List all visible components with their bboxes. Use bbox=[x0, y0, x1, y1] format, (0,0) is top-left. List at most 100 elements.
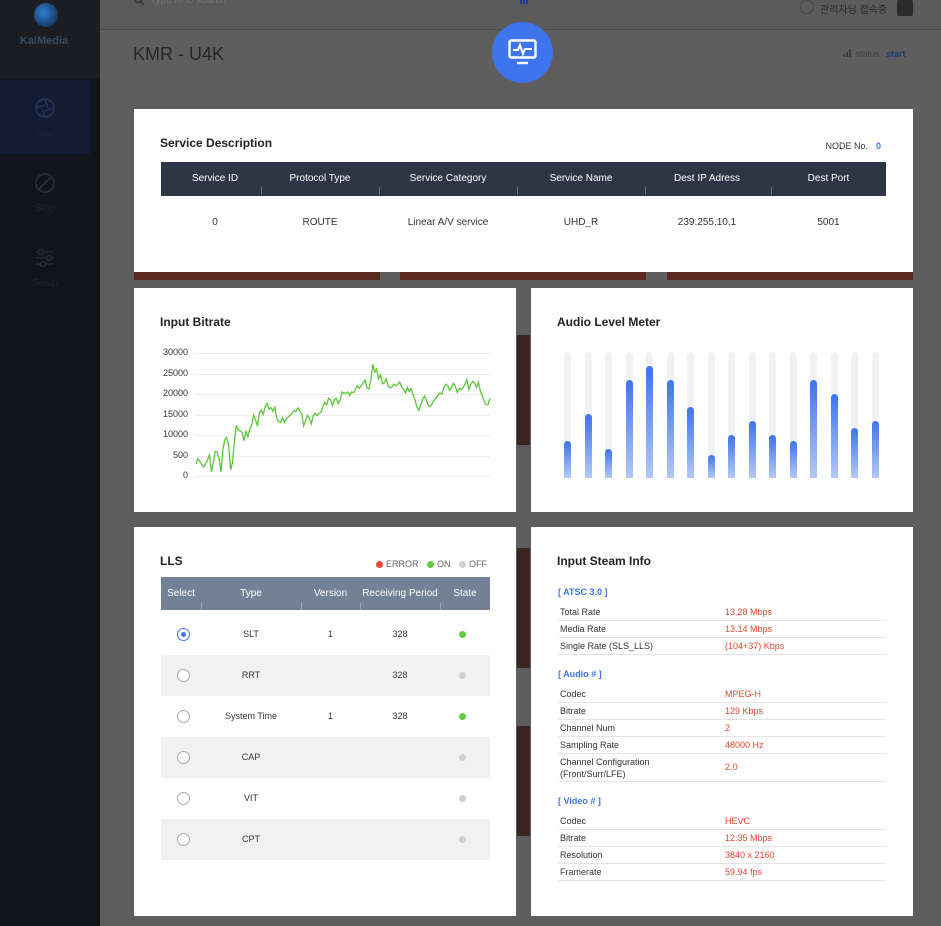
info-value: 59.94 fps bbox=[725, 867, 763, 877]
audio-level-bar bbox=[748, 421, 756, 478]
select-radio[interactable] bbox=[177, 628, 190, 641]
column-header: Dest Port bbox=[807, 173, 850, 184]
grid-icon[interactable] bbox=[520, 0, 528, 4]
audio-channel-meter bbox=[605, 352, 612, 478]
info-label: Codec bbox=[560, 689, 587, 699]
user-label: 관리자님 접속중 bbox=[820, 5, 888, 16]
table-cell: SLT bbox=[243, 629, 259, 639]
audio-level-bar bbox=[584, 414, 592, 478]
lls-row[interactable]: CAP bbox=[161, 737, 490, 778]
audio-channel-meter bbox=[748, 352, 756, 478]
sidebar-item-start[interactable]: Start bbox=[0, 80, 90, 154]
table-cell: 328 bbox=[392, 670, 408, 680]
select-radio[interactable] bbox=[177, 751, 190, 764]
info-value: MPEG-H bbox=[725, 689, 761, 699]
table-cell: RRT bbox=[241, 670, 261, 680]
info-row: Media Rate 13.14 Mbps bbox=[558, 621, 886, 638]
table-header: Select Type Version Receiving Period Sta… bbox=[161, 577, 490, 610]
column-header: State bbox=[453, 588, 477, 599]
card-title: Input Bitrate bbox=[160, 315, 231, 329]
info-row: Single Rate (SLS_LLS) (104+37) Kbps bbox=[558, 638, 886, 655]
column-header: Service Category bbox=[409, 173, 487, 184]
logo-text: KaiMedia bbox=[19, 35, 69, 47]
audio-channel-meter bbox=[646, 352, 653, 478]
section-title: [ Video # ] bbox=[558, 796, 601, 806]
select-radio[interactable] bbox=[177, 792, 190, 805]
state-indicator bbox=[459, 754, 466, 761]
select-radio[interactable] bbox=[177, 833, 190, 846]
column-header: Service ID bbox=[191, 173, 239, 184]
background-thumbnail bbox=[517, 548, 530, 668]
y-tick-label: 20000 bbox=[162, 388, 188, 398]
audio-channel-meter bbox=[625, 352, 633, 478]
input-stream-info-card: Input Steam Info [ ATSC 3.0 ] Total Rate 1… bbox=[531, 527, 913, 916]
table-cell bbox=[360, 778, 440, 819]
sliders-icon bbox=[36, 248, 54, 268]
gridline bbox=[196, 353, 490, 354]
table-cell: 328 bbox=[392, 629, 408, 639]
info-label: Single Rate (SLS_LLS) bbox=[560, 641, 654, 651]
monitor-button[interactable] bbox=[492, 22, 553, 83]
audio-channel-meter bbox=[769, 352, 776, 478]
search-input[interactable] bbox=[150, 0, 270, 6]
state-indicator bbox=[459, 795, 466, 802]
section-title: [ ATSC 3.0 ] bbox=[558, 587, 608, 597]
card-title: Input Steam Info bbox=[557, 554, 651, 568]
search-icon[interactable] bbox=[133, 0, 145, 6]
column-header: Dest IP Adress bbox=[674, 173, 740, 184]
state-indicator bbox=[459, 672, 466, 679]
node-number: NODE No. 0 bbox=[825, 141, 881, 151]
audio-channel-meter bbox=[810, 352, 817, 478]
y-tick-label: 500 bbox=[172, 449, 188, 460]
lls-row[interactable]: VIT bbox=[161, 778, 490, 819]
column-header: Receiving Period bbox=[362, 588, 438, 599]
gridline bbox=[196, 414, 490, 416]
sidebar-item-setup[interactable]: Setup bbox=[0, 242, 90, 314]
lls-row[interactable]: CPT bbox=[161, 819, 490, 860]
logout-icon[interactable] bbox=[897, 0, 913, 16]
state-indicator bbox=[459, 713, 466, 720]
table-cell bbox=[360, 737, 440, 778]
column-header: Select bbox=[167, 588, 195, 599]
audio-level-bar bbox=[830, 394, 838, 478]
info-value: 3840 x 2160 bbox=[725, 850, 775, 860]
logo[interactable]: KaiMedia bbox=[0, 0, 100, 78]
background-thumbnail bbox=[134, 272, 380, 280]
table-cell: 239.255.10.1 bbox=[677, 217, 737, 228]
status-label: status bbox=[855, 49, 880, 59]
table-cell: Linear A/V service bbox=[407, 217, 489, 228]
sidebar-item-stop[interactable]: Stop bbox=[0, 166, 90, 238]
card-title: Service Description bbox=[160, 136, 273, 150]
audio-level-bar bbox=[728, 435, 735, 478]
table-cell bbox=[301, 778, 360, 819]
bitrate-chart bbox=[195, 363, 491, 473]
input-bitrate-card: Input Bitrate 30000 25000 20000 15000 10000 5… bbox=[134, 288, 516, 512]
info-label: Resolution bbox=[560, 850, 603, 860]
info-value: 13.28 Mbps bbox=[725, 607, 773, 617]
audio-channel-meter bbox=[851, 352, 858, 478]
audio-channel-meter bbox=[707, 352, 715, 478]
sidebar-item-label: Start bbox=[34, 128, 56, 139]
lls-row[interactable]: RRT 328 bbox=[161, 655, 490, 696]
audio-channel-meter bbox=[728, 352, 735, 478]
info-row: Codec HEVC bbox=[558, 813, 886, 830]
gridline bbox=[196, 435, 490, 436]
audio-level-bar bbox=[789, 441, 797, 478]
avatar[interactable] bbox=[800, 0, 814, 14]
gridline bbox=[196, 476, 490, 477]
audio-channel-meter bbox=[666, 352, 674, 478]
table-cell bbox=[360, 819, 440, 860]
select-radio[interactable] bbox=[177, 669, 190, 682]
lls-row[interactable]: System Time 1 328 bbox=[161, 696, 490, 737]
background-thumbnail bbox=[667, 272, 913, 280]
select-radio[interactable] bbox=[177, 710, 190, 723]
table-cell: 1 bbox=[327, 711, 333, 721]
table-cell: ROUTE bbox=[302, 217, 338, 228]
audio-channel-meter bbox=[564, 352, 571, 478]
column-header: Version bbox=[313, 588, 348, 599]
info-label: Framerate bbox=[560, 867, 602, 877]
audio-channel-meter bbox=[687, 352, 694, 478]
stop-icon bbox=[35, 173, 55, 193]
lls-row[interactable]: SLT 1 328 bbox=[161, 614, 490, 655]
table-cell: System Time bbox=[224, 711, 277, 721]
